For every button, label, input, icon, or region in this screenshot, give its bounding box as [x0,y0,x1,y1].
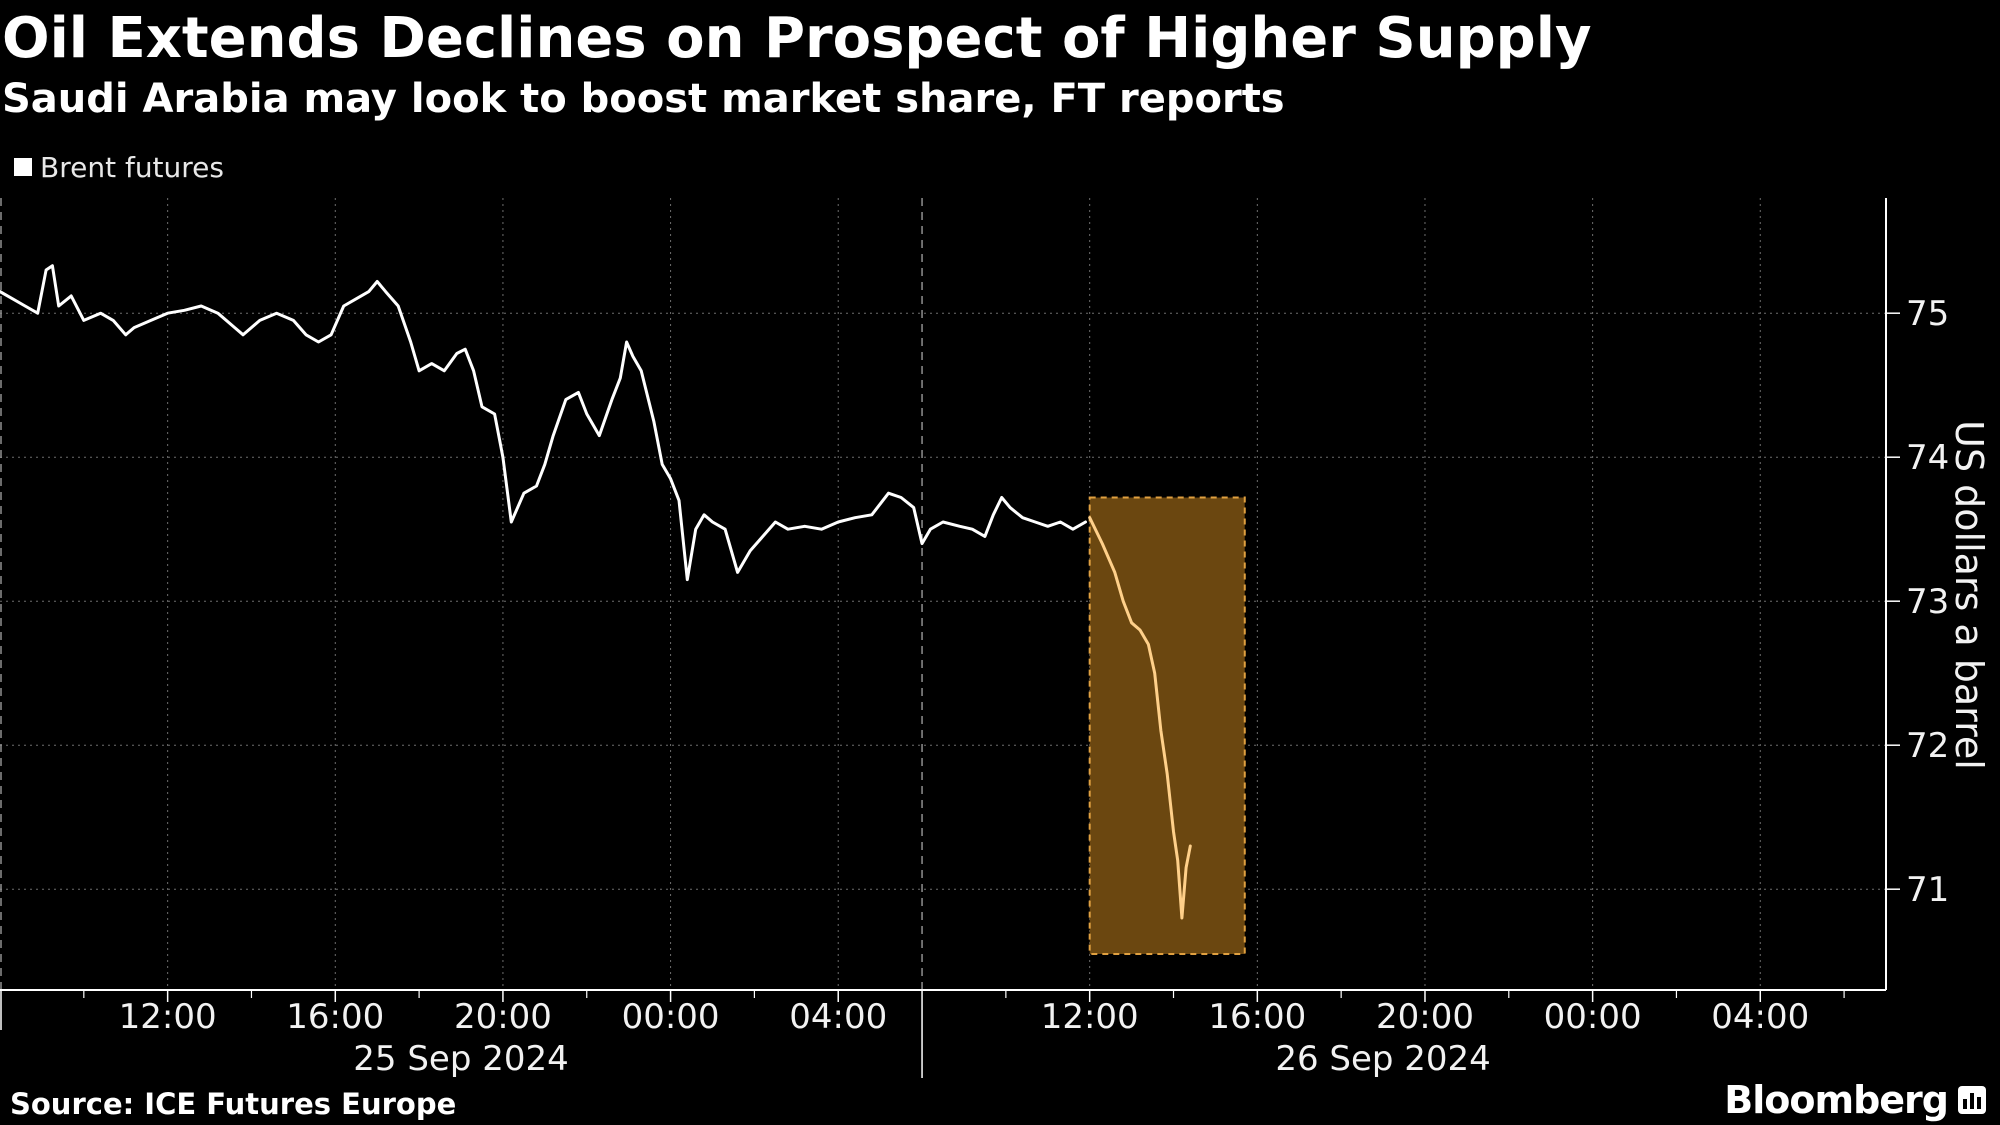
x-tick-label: 20:00 [454,997,552,1037]
x-tick-label: 12:00 [1041,997,1139,1037]
bar-chart-icon [1958,1086,1986,1114]
highlighted-decline-line [1088,516,1192,920]
x-tick-label: 16:00 [1208,997,1306,1037]
x-tick-label: 00:00 [622,997,720,1037]
date-label: 25 Sep 2024 [353,1039,569,1079]
brent-futures-line [0,264,1087,582]
y-tick-label: 72 [1906,726,1949,766]
x-tick-label: 12:00 [119,997,217,1037]
chart-title: Oil Extends Declines on Prospect of High… [2,6,1592,71]
legend: Brent futures [14,150,224,184]
x-tick-label: 04:00 [789,997,887,1037]
date-label: 26 Sep 2024 [1275,1039,1491,1079]
brand: Bloomberg [1724,1078,1986,1122]
y-tick-label: 73 [1906,582,1949,622]
x-tick-label: 16:00 [286,997,384,1037]
grid [0,198,1886,990]
y-tick-label: 74 [1906,438,1949,478]
y-axis-label: US dollars a barrel [1947,420,1991,770]
x-tick-label: 00:00 [1544,997,1642,1037]
legend-label: Brent futures [40,150,224,184]
chart-subtitle: Saudi Arabia may look to boost market sh… [2,76,1285,122]
x-tick-label: 20:00 [1376,997,1474,1037]
legend-swatch [14,158,32,176]
y-tick-label: 75 [1906,294,1949,334]
axes: 71 72 73 74 75 12:00 16:00 20:00 00:00 04:00 12:00… [0,198,1949,1079]
bloomberg-logo: Bloomberg [1724,1078,1949,1122]
source-note: Source: ICE Futures Europe [10,1087,457,1121]
y-tick-label: 71 [1906,870,1949,910]
x-tick-label: 04:00 [1711,997,1809,1037]
series-lines [0,264,1192,920]
